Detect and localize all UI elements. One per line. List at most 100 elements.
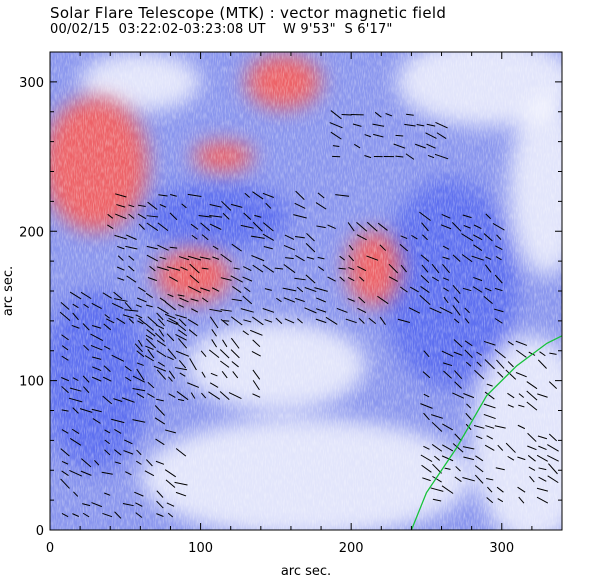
field-vector bbox=[422, 371, 431, 379]
field-vector bbox=[441, 455, 454, 462]
field-vector bbox=[423, 393, 430, 398]
field-vector bbox=[81, 458, 92, 468]
field-vector bbox=[233, 267, 240, 270]
field-vector bbox=[476, 351, 483, 356]
field-vector bbox=[505, 442, 516, 453]
field-vector bbox=[105, 318, 115, 324]
field-vector bbox=[536, 454, 548, 462]
field-vector bbox=[419, 211, 431, 221]
field-vector bbox=[155, 460, 165, 465]
field-vector bbox=[473, 244, 483, 251]
field-vector bbox=[201, 297, 209, 303]
field-vector bbox=[358, 296, 366, 304]
field-vector bbox=[430, 487, 444, 492]
field-vector bbox=[471, 255, 484, 261]
field-vector bbox=[187, 382, 200, 388]
field-vector bbox=[147, 393, 155, 398]
field-vector bbox=[427, 154, 435, 159]
field-vector bbox=[209, 214, 223, 218]
field-vector bbox=[167, 293, 174, 298]
field-vector bbox=[466, 403, 472, 409]
field-vector bbox=[156, 340, 167, 347]
magnetogram-image bbox=[50, 52, 562, 530]
field-vector bbox=[526, 401, 538, 411]
field-vector bbox=[230, 349, 240, 359]
field-vector bbox=[60, 478, 70, 489]
x-tick-label: 200 bbox=[339, 541, 364, 556]
field-vector bbox=[128, 213, 135, 219]
field-vector bbox=[486, 435, 494, 440]
field-vector bbox=[526, 381, 538, 390]
field-vector bbox=[527, 445, 537, 451]
x-tick-label: 0 bbox=[46, 541, 54, 556]
field-vector bbox=[485, 256, 492, 260]
field-vector bbox=[295, 190, 305, 201]
y-axis-label: arc sec. bbox=[1, 266, 16, 316]
field-vector bbox=[61, 513, 69, 518]
field-vector bbox=[138, 223, 145, 230]
field-vector bbox=[191, 308, 199, 313]
field-vector bbox=[71, 324, 80, 329]
field-vector bbox=[517, 424, 526, 430]
field-vector bbox=[421, 464, 432, 473]
field-vector bbox=[73, 491, 79, 497]
field-vector bbox=[388, 263, 399, 274]
field-vector bbox=[497, 444, 504, 451]
field-vector bbox=[60, 448, 70, 457]
field-vector bbox=[209, 223, 222, 230]
field-vector bbox=[538, 445, 547, 451]
field-vector bbox=[174, 367, 188, 371]
field-vector bbox=[144, 355, 154, 362]
field-vector bbox=[114, 461, 121, 465]
field-vector bbox=[252, 380, 260, 391]
field-vector bbox=[168, 393, 176, 398]
field-vector bbox=[147, 277, 158, 282]
field-vector bbox=[486, 497, 494, 504]
field-vector bbox=[432, 498, 442, 502]
field-vector bbox=[181, 203, 187, 209]
field-vector bbox=[92, 366, 102, 372]
field-vector bbox=[187, 193, 202, 197]
field-vector bbox=[549, 352, 557, 355]
field-vector bbox=[122, 314, 134, 319]
field-vector bbox=[115, 193, 127, 198]
field-vector bbox=[103, 323, 112, 331]
field-vector bbox=[190, 223, 199, 230]
field-vector bbox=[527, 455, 536, 462]
field-vector bbox=[72, 513, 80, 517]
field-vector bbox=[164, 429, 177, 434]
field-vector bbox=[251, 351, 261, 357]
field-vector bbox=[116, 266, 125, 271]
field-vector bbox=[493, 308, 504, 313]
field-vector bbox=[211, 339, 218, 348]
field-vector bbox=[168, 276, 179, 282]
field-vector bbox=[92, 356, 102, 360]
field-vector bbox=[107, 224, 114, 229]
field-vector bbox=[219, 391, 230, 400]
field-vector bbox=[208, 391, 221, 400]
field-vector bbox=[423, 445, 430, 450]
field-vector bbox=[492, 222, 505, 231]
field-vector bbox=[80, 291, 92, 300]
field-vector bbox=[104, 314, 111, 319]
field-vector bbox=[547, 444, 559, 452]
field-vector bbox=[138, 286, 146, 293]
field-vector bbox=[483, 403, 496, 409]
field-vector bbox=[483, 340, 496, 346]
field-vector bbox=[442, 277, 450, 281]
field-vector bbox=[124, 309, 139, 312]
field-vector bbox=[442, 264, 450, 274]
field-vector bbox=[454, 381, 462, 389]
field-vector bbox=[69, 438, 82, 446]
field-vector bbox=[461, 233, 474, 242]
field-vector bbox=[404, 123, 416, 127]
field-vector bbox=[364, 134, 371, 138]
field-vector bbox=[507, 361, 514, 368]
field-vector bbox=[441, 214, 451, 219]
field-vector bbox=[155, 438, 165, 446]
field-vector bbox=[339, 276, 345, 282]
field-vector bbox=[409, 286, 419, 293]
field-vector bbox=[178, 359, 187, 369]
field-vector bbox=[434, 455, 441, 461]
field-vector bbox=[484, 359, 495, 370]
